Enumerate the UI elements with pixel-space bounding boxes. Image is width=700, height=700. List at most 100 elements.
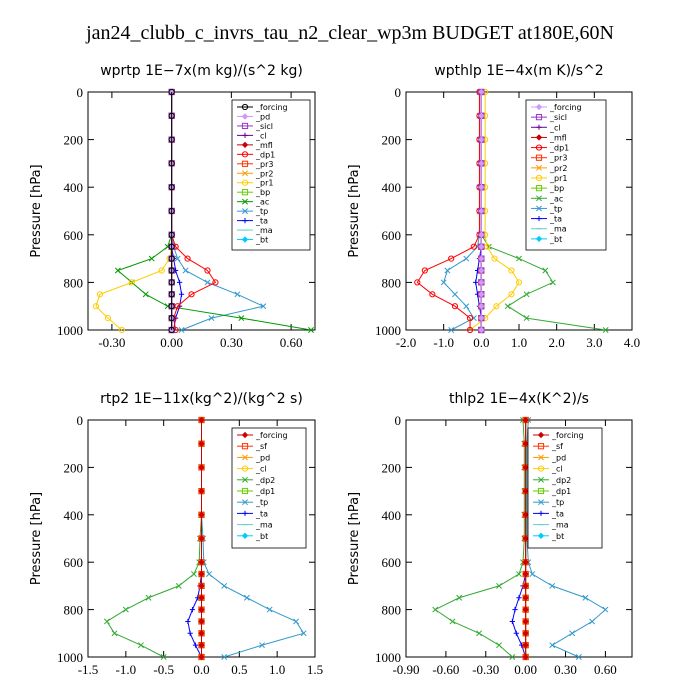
legend-label: _mfl xyxy=(255,141,273,150)
data-point xyxy=(456,594,463,601)
data-point xyxy=(440,279,447,286)
data-point xyxy=(92,303,100,310)
data-point xyxy=(221,582,228,589)
legend-marker xyxy=(241,160,249,167)
legend-label: _sf xyxy=(255,442,267,451)
data-point xyxy=(496,642,503,649)
data-point xyxy=(221,654,228,660)
data-point xyxy=(448,255,455,262)
legend-label: _cl xyxy=(551,465,563,474)
data-point xyxy=(522,440,529,447)
series-line xyxy=(469,92,520,331)
legend-label: _pr2 xyxy=(255,169,273,178)
y-tick-label: 600 xyxy=(64,555,84,570)
legend-marker xyxy=(241,532,249,539)
data-point xyxy=(182,267,189,274)
legend-label: _ac xyxy=(255,198,269,207)
legend-marker xyxy=(241,151,249,158)
data-point xyxy=(478,112,485,119)
y-tick-label: 200 xyxy=(64,133,84,148)
data-point xyxy=(185,618,191,625)
legend-label: _mfl xyxy=(549,133,567,142)
data-point xyxy=(449,618,456,625)
legend-marker xyxy=(241,487,249,495)
data-point xyxy=(414,279,421,286)
x-tick-label: 1.0 xyxy=(269,662,285,677)
data-point xyxy=(148,255,155,262)
data-point xyxy=(522,606,529,613)
data-point xyxy=(529,571,536,578)
x-tick-label: -1.0 xyxy=(433,335,454,350)
data-point xyxy=(569,630,576,637)
data-point xyxy=(204,267,211,274)
data-point xyxy=(138,642,144,649)
y-axis-label: Pressure [hPa] xyxy=(347,164,362,257)
x-tick-label: 0.30 xyxy=(220,335,243,350)
data-point xyxy=(513,630,519,636)
data-point xyxy=(96,291,104,298)
legend-label: _pr3 xyxy=(255,160,273,169)
data-point xyxy=(478,314,485,322)
data-point xyxy=(160,654,167,660)
legend-marker xyxy=(535,134,543,141)
x-tick-label: -0.5 xyxy=(153,662,174,677)
data-point xyxy=(168,303,175,310)
data-point xyxy=(168,267,175,274)
data-point xyxy=(198,594,205,601)
data-point xyxy=(168,207,175,215)
data-point xyxy=(103,618,110,625)
data-point xyxy=(478,231,485,238)
data-point xyxy=(168,315,175,322)
data-point xyxy=(478,243,485,250)
legend-marker xyxy=(535,144,543,151)
legend-label: _sf xyxy=(551,442,563,451)
data-point xyxy=(549,642,556,649)
data-point xyxy=(522,594,529,601)
data-point xyxy=(508,267,515,274)
legend-label: _pr1 xyxy=(255,179,273,188)
legend-label: _pd xyxy=(255,453,270,462)
data-point xyxy=(478,160,485,167)
legend-label: _dp1 xyxy=(255,150,275,159)
legend-marker xyxy=(538,476,544,483)
data-point xyxy=(512,607,518,613)
data-point xyxy=(168,184,175,191)
legend-label: _ta xyxy=(255,509,268,518)
legend-marker xyxy=(241,179,249,186)
legend-marker xyxy=(241,141,249,149)
x-tick-label: 0.0 xyxy=(473,335,489,350)
data-point xyxy=(111,630,118,637)
legend: _forcing_sicl_cl_mfl_dp1_pr3_pr2_pr1_bp_… xyxy=(525,99,607,251)
y-tick-label: 800 xyxy=(382,275,402,290)
legend-label: _pr2 xyxy=(549,164,567,173)
legend-label: _ta xyxy=(549,215,562,224)
legend-label: _sicl xyxy=(255,122,273,131)
legend-marker xyxy=(242,170,248,177)
data-point xyxy=(522,416,529,424)
legend-marker xyxy=(538,454,544,461)
y-tick-label: 600 xyxy=(382,228,402,243)
y-tick-label: 400 xyxy=(382,508,402,523)
legend-marker xyxy=(241,465,249,472)
legend-label: _bt xyxy=(551,532,564,541)
data-point xyxy=(198,440,205,447)
legend-label: _pd xyxy=(551,453,566,462)
y-axis-label: Pressure [hPa] xyxy=(347,492,362,585)
data-point xyxy=(198,416,205,424)
data-point xyxy=(190,571,197,578)
legend-label: _tp xyxy=(255,207,268,216)
data-point xyxy=(478,326,485,334)
data-point xyxy=(522,653,529,661)
legend-marker xyxy=(535,154,543,161)
y-tick-label: 400 xyxy=(382,180,402,195)
y-tick-label: 1000 xyxy=(57,323,83,338)
legend-label: _pr3 xyxy=(549,154,567,163)
data-point xyxy=(478,184,485,191)
data-point xyxy=(522,535,529,542)
legend-marker xyxy=(537,487,545,495)
x-tick-label: 0.0 xyxy=(193,662,209,677)
data-point xyxy=(188,291,195,298)
panel-title: wprtp 1E−7x(m kg)/(s^2 kg) xyxy=(100,63,303,79)
y-tick-label: 0 xyxy=(77,85,84,100)
